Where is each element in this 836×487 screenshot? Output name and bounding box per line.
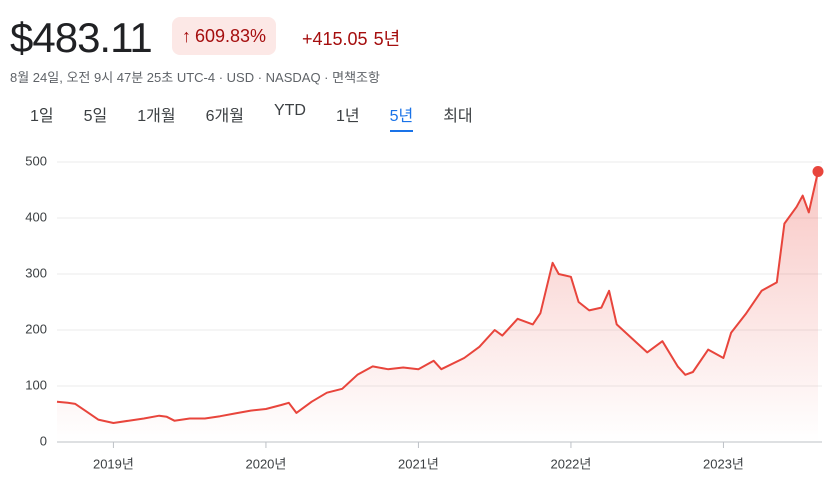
y-tick-label: 500 [25,153,47,168]
arrow-icon: ↑ [182,25,191,46]
price: $483.11 [10,14,153,61]
y-tick-label: 400 [25,209,47,224]
y-tick-label: 300 [25,265,47,280]
range-tab[interactable]: 6개월 [205,108,244,125]
range-tab[interactable]: 1개월 [137,108,176,125]
y-tick-label: 200 [25,321,47,336]
change-pct: 609.83% [195,25,267,46]
range-tab[interactable]: 1일 [30,108,54,125]
tabs: 1일 5일 1개월 6개월 YTD 1년 5년 최대 [0,98,473,132]
change-chip: ↑ 609.83% [172,17,277,55]
area [57,171,818,442]
y-tick-label: 100 [25,377,47,392]
y-tick-label: 0 [40,433,47,448]
range-tab[interactable]: YTD [273,102,306,119]
last-point [812,165,824,177]
x-tick-label: 2021년 [398,456,439,471]
change: +415.05 5년 [302,25,400,51]
subtitle: 8월 24일, 오전 9시 47분 25초 UTC-4 · USD · NASD… [10,70,380,85]
x-tick-label: 2023년 [703,456,744,471]
range-tab[interactable]: 1년 [335,108,360,125]
period: 5년 [373,29,401,49]
x-tick-label: 2022년 [550,456,591,471]
range-tab[interactable]: 5년 [389,98,413,132]
range-tab[interactable]: 5일 [83,108,108,125]
x-tick-label: 2020년 [245,456,286,471]
change-abs: +415.05 [302,29,368,49]
range-tab[interactable]: 최대 [443,108,473,125]
x-tick-label: 2019년 [93,456,134,471]
price-line [56,171,819,424]
